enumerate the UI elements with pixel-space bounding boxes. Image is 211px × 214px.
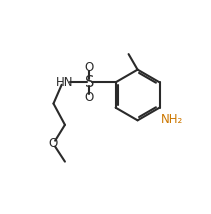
Text: S: S: [85, 75, 94, 90]
Text: O: O: [49, 137, 58, 150]
Text: O: O: [85, 61, 94, 74]
Text: NH₂: NH₂: [161, 113, 183, 126]
Text: HN: HN: [56, 76, 74, 89]
Text: O: O: [85, 91, 94, 104]
